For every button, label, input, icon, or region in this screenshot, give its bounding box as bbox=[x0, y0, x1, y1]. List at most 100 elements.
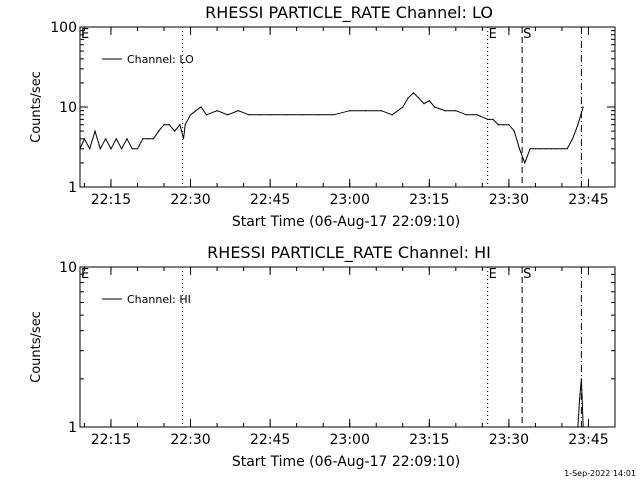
lo-data-point bbox=[121, 148, 123, 150]
hi-legend-label: Channel: HI bbox=[127, 293, 191, 306]
lo-data-point bbox=[142, 138, 144, 140]
lo-data-point bbox=[407, 97, 409, 99]
hi-x-tick-label: 22:45 bbox=[250, 432, 290, 448]
lo-x-tick-label: 23:30 bbox=[489, 192, 529, 208]
lo-data-point bbox=[550, 148, 552, 150]
lo-data-point bbox=[94, 130, 96, 132]
lo-data-point bbox=[174, 130, 176, 132]
hi-data-point bbox=[579, 398, 581, 400]
lo-data-point bbox=[83, 138, 85, 140]
hi-data-point bbox=[580, 378, 583, 380]
lo-data-point bbox=[418, 97, 420, 99]
hi-data-point bbox=[577, 426, 579, 428]
lo-data-point bbox=[89, 148, 91, 150]
lo-data-point bbox=[285, 114, 287, 116]
hi-x-tick-label: 23:00 bbox=[330, 432, 370, 448]
lo-x-tick-label: 23:00 bbox=[330, 192, 370, 208]
lo-x-tick-label: 23:45 bbox=[568, 192, 608, 208]
lo-data-point bbox=[248, 114, 250, 116]
lo-y-tick-label: 10 bbox=[59, 100, 77, 116]
hi-marker-label: E bbox=[81, 267, 89, 282]
lo-data-point bbox=[434, 106, 436, 108]
hi-x-tick-label: 23:30 bbox=[489, 432, 529, 448]
lo-data-point bbox=[168, 124, 170, 126]
lo-data-point bbox=[182, 138, 185, 140]
lo-x-tick-label: 23:15 bbox=[409, 192, 449, 208]
lo-data-point bbox=[545, 148, 547, 150]
lo-data-point bbox=[476, 114, 478, 116]
lo-data-point bbox=[79, 148, 81, 150]
lo-data-point bbox=[365, 110, 367, 112]
lo-series-group bbox=[79, 92, 584, 165]
lo-data-point bbox=[492, 118, 494, 120]
hi-x-tick-label: 23:15 bbox=[409, 432, 449, 448]
lo-chart-title: RHESSI PARTICLE_RATE Channel: LO bbox=[205, 3, 493, 23]
lo-x-tick-label: 22:30 bbox=[170, 192, 210, 208]
lo-data-point bbox=[503, 124, 505, 126]
lo-data-point bbox=[184, 124, 186, 126]
lo-data-point bbox=[126, 138, 128, 140]
lo-data-point bbox=[556, 148, 558, 150]
lo-data-point bbox=[131, 148, 133, 150]
lo-data-point bbox=[455, 110, 457, 112]
hi-marker-label: E bbox=[489, 267, 497, 282]
lo-data-point bbox=[508, 124, 510, 126]
lo-legend-label: Channel: LO bbox=[127, 53, 194, 66]
lo-data-point bbox=[189, 114, 192, 116]
lo-data-point bbox=[577, 124, 579, 126]
lo-data-point bbox=[216, 110, 218, 112]
lo-data-point bbox=[380, 110, 383, 112]
lo-data-point bbox=[163, 124, 165, 126]
lo-data-point bbox=[158, 130, 160, 132]
lo-data-point bbox=[444, 110, 446, 112]
lo-data-point bbox=[258, 114, 261, 116]
lo-data-point bbox=[205, 114, 208, 116]
lo-data-point bbox=[301, 114, 303, 116]
lo-data-point bbox=[534, 148, 537, 150]
lo-data-point bbox=[237, 110, 239, 112]
lo-x-tick-label: 22:15 bbox=[91, 192, 131, 208]
lo-data-point bbox=[99, 148, 101, 150]
lo-data-point bbox=[582, 106, 584, 108]
lo-y-axis-label: Counts/sec bbox=[29, 71, 44, 143]
lo-data-point bbox=[412, 92, 414, 94]
generation-stamp: 1-Sep-2022 14:01 bbox=[564, 469, 636, 478]
lo-data-point bbox=[115, 138, 117, 140]
lo-y-tick-label: 1 bbox=[68, 180, 77, 196]
hi-x-axis-label: Start Time (06-Aug-17 22:09:10) bbox=[232, 454, 460, 470]
lo-marker-label: S bbox=[523, 27, 531, 42]
lo-plot-frame bbox=[79, 26, 616, 188]
lo-data-point bbox=[465, 114, 467, 116]
lo-data-point bbox=[566, 148, 568, 150]
lo-data-point bbox=[518, 148, 521, 150]
lo-y-tick-label: 100 bbox=[50, 20, 77, 36]
lo-data-point bbox=[428, 100, 430, 102]
hi-channel-panel: RHESSI PARTICLE_RATE Channel: HI Start T… bbox=[29, 243, 616, 470]
hi-y-axis-label: Counts/sec bbox=[29, 311, 44, 383]
lo-axes: 22:15 22:30 22:45 23:00 23:15 23:30 23:45 1 10 10… bbox=[50, 20, 616, 208]
hi-axes: 22:15 22:30 22:45 23:00 23:15 23:30 23:45 1 10 bbox=[59, 260, 616, 448]
hi-y-tick-label: 10 bbox=[59, 260, 77, 276]
hi-series-line bbox=[577, 378, 584, 428]
lo-data-point bbox=[391, 114, 393, 116]
lo-data-point bbox=[152, 138, 154, 140]
hi-x-tick-label: 22:15 bbox=[91, 432, 131, 448]
lo-data-point bbox=[423, 103, 425, 105]
lo-data-point bbox=[105, 138, 107, 140]
lo-data-point bbox=[147, 138, 149, 140]
lo-channel-panel: RHESSI PARTICLE_RATE Channel: LO Start T… bbox=[29, 3, 616, 230]
lo-data-point bbox=[333, 114, 335, 116]
lo-x-tick-label: 22:45 bbox=[250, 192, 290, 208]
hi-x-tick-label: 23:45 bbox=[568, 432, 608, 448]
lo-data-point bbox=[349, 110, 351, 112]
lo-data-point bbox=[487, 118, 489, 120]
lo-data-point bbox=[195, 110, 197, 112]
lo-x-axis-label: Start Time (06-Aug-17 22:09:10) bbox=[232, 214, 460, 230]
lo-data-point bbox=[136, 148, 139, 150]
lo-data-point bbox=[497, 124, 499, 126]
hi-data-point bbox=[582, 426, 584, 428]
hi-chart-title: RHESSI PARTICLE_RATE Channel: HI bbox=[207, 243, 491, 263]
